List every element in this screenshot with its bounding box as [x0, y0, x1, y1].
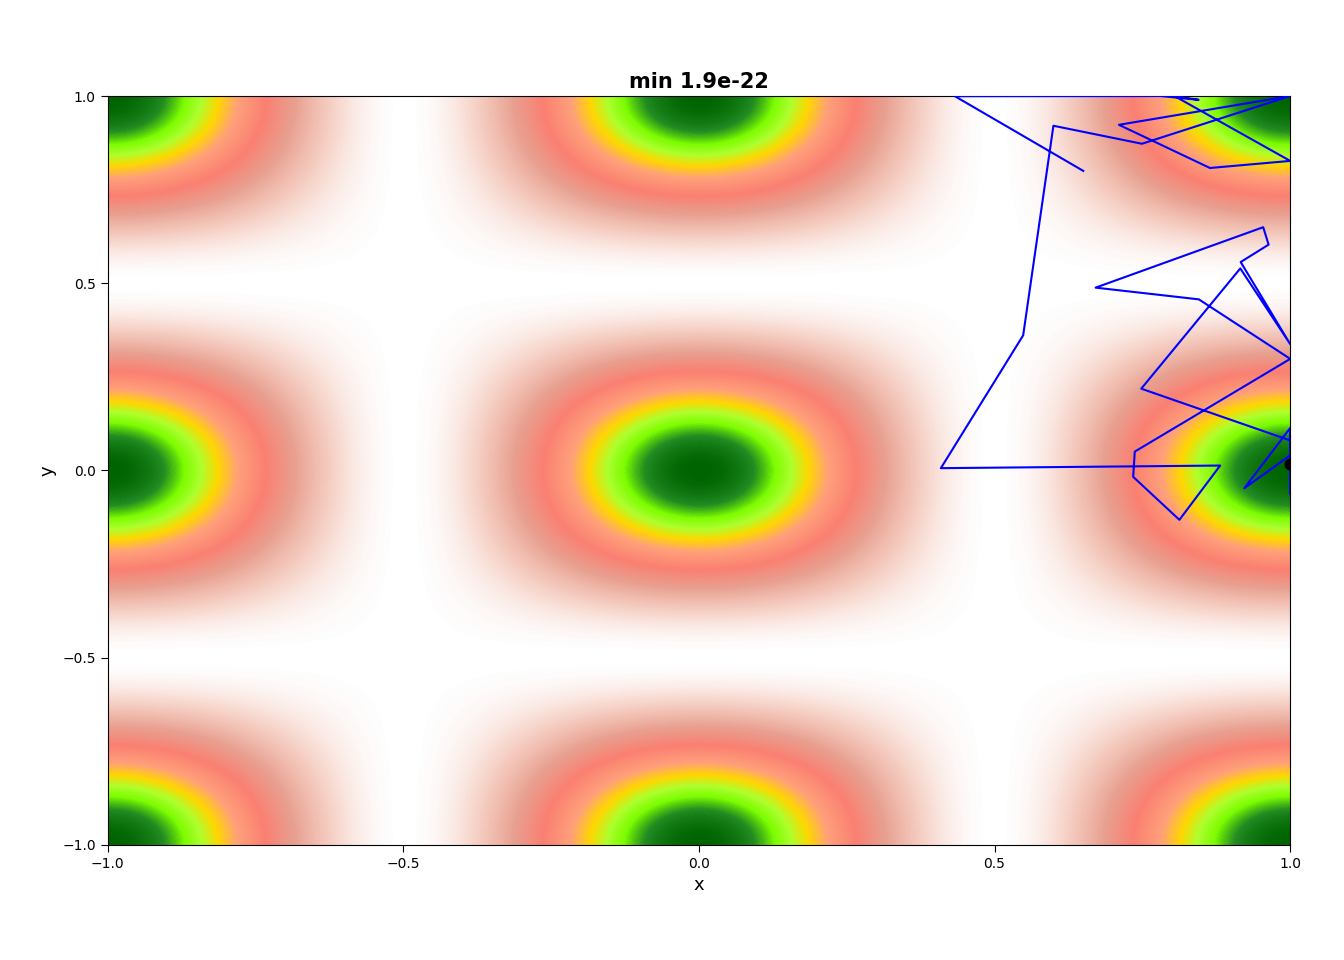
X-axis label: x: x	[694, 876, 704, 894]
Point	[1279, 457, 1301, 472]
Title: min 1.9e-22: min 1.9e-22	[629, 72, 769, 91]
Y-axis label: y: y	[39, 465, 56, 476]
